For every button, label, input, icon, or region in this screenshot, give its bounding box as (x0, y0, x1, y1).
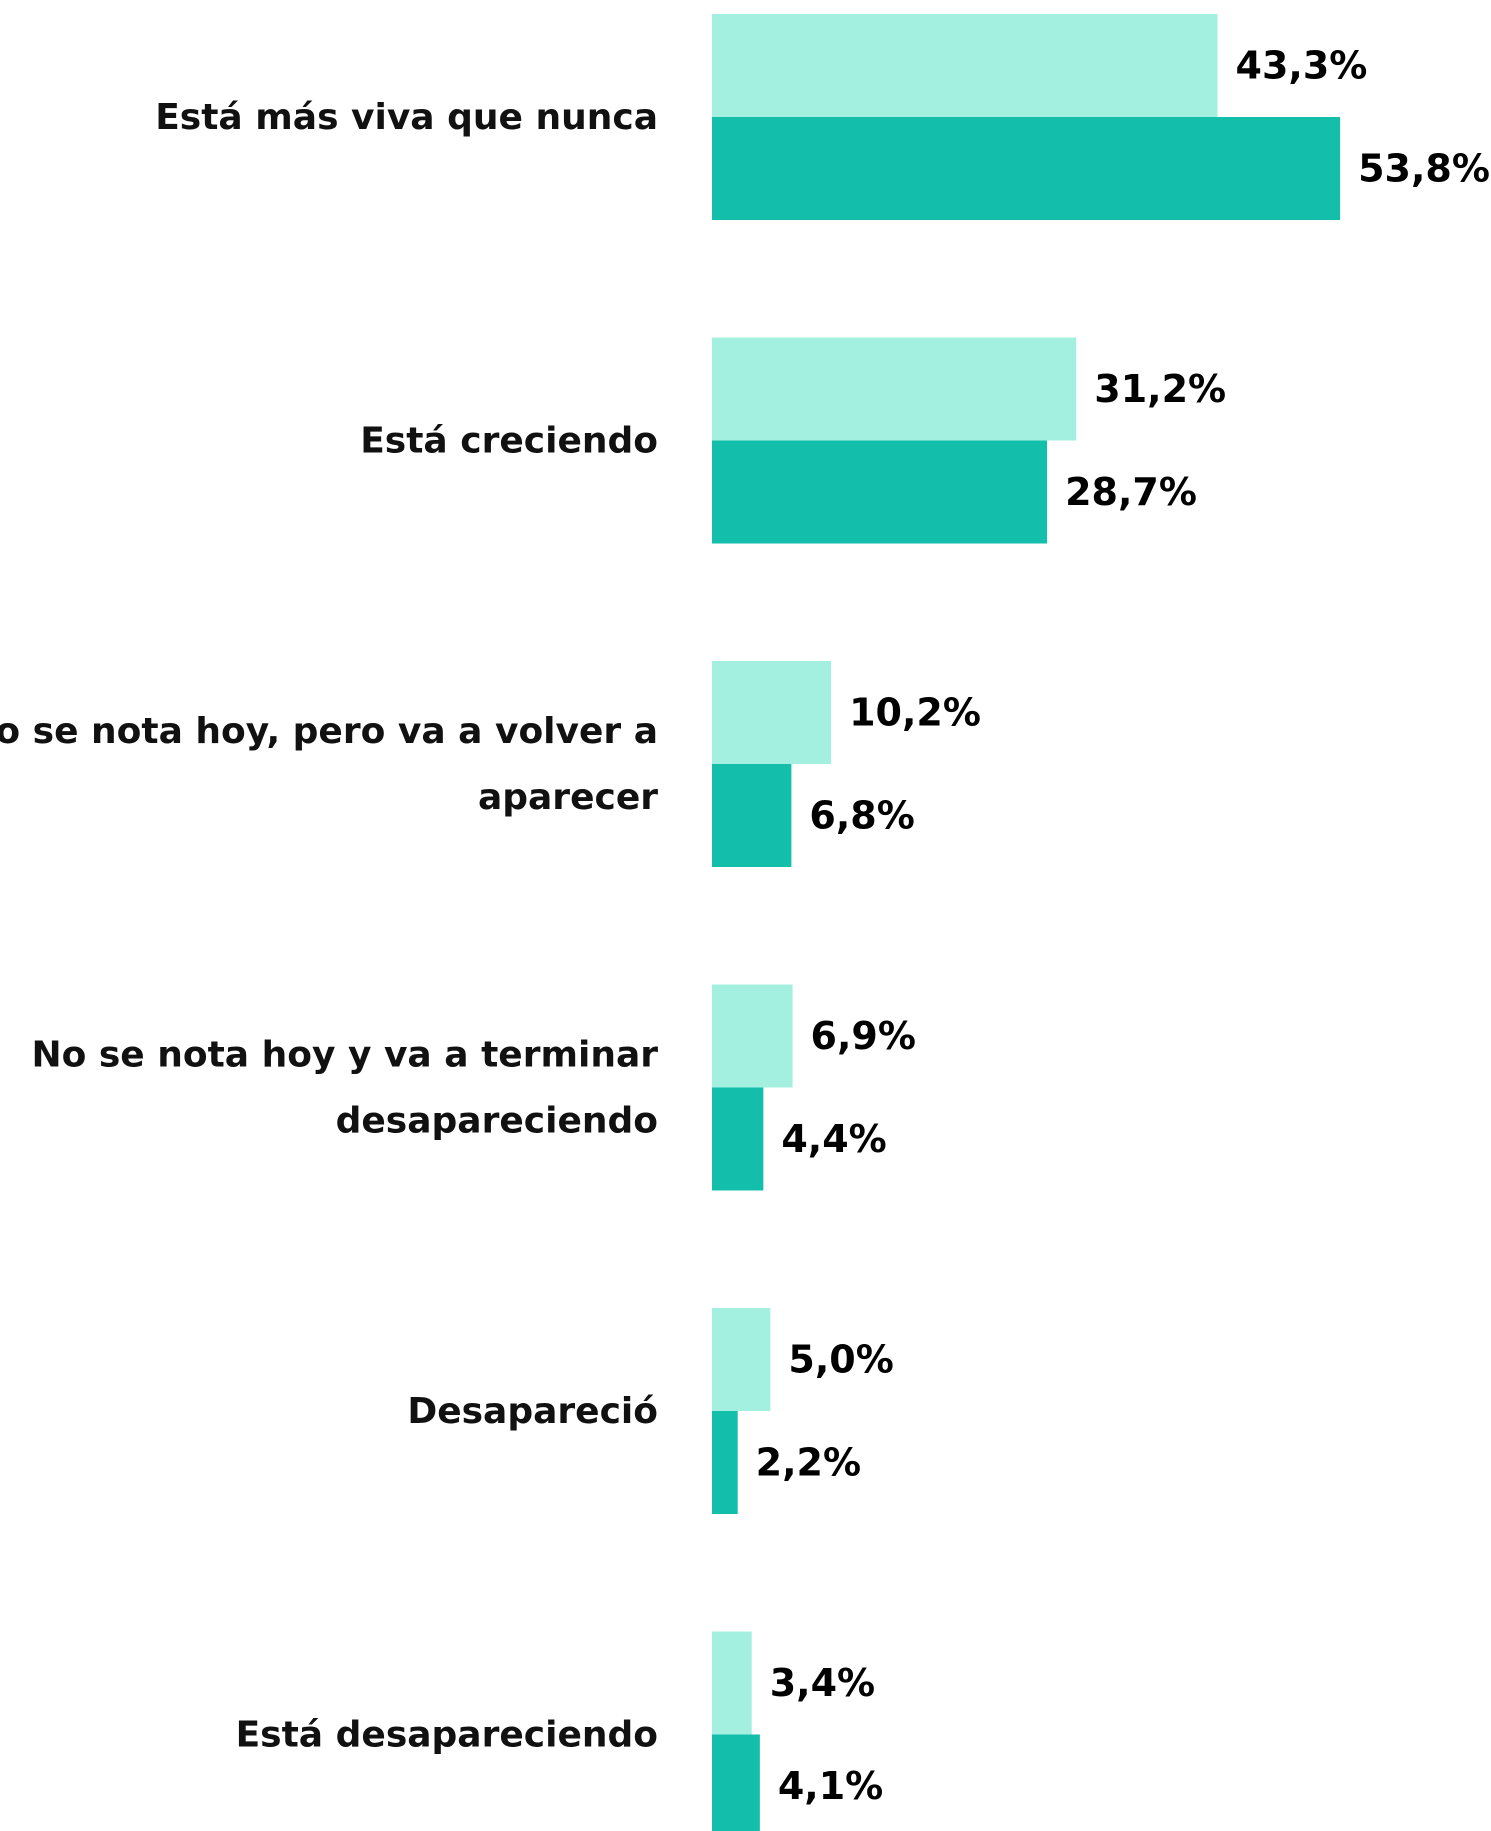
bar-group: No se nota hoy, pero va a volver a aparec… (0, 661, 981, 867)
bar (712, 1411, 738, 1514)
value-label: 3,4% (770, 1661, 875, 1705)
bar (712, 1631, 752, 1735)
bar-group: Desapareció 5,0% 2,2% (407, 1308, 894, 1514)
bar (712, 764, 792, 867)
value-label: 10,2% (849, 691, 981, 735)
bar (712, 440, 1048, 544)
value-label: 43,3% (1236, 44, 1368, 88)
bar (712, 14, 1218, 117)
category-label: Está creciendo (360, 421, 658, 462)
bar-group: Está desapareciendo 3,4% 4,1% (236, 1631, 883, 1831)
value-label: 6,8% (809, 794, 914, 838)
category-label: No se nota hoy y va a terminar (31, 1035, 658, 1076)
bar (712, 337, 1077, 441)
category-label: Está desapareciendo (236, 1715, 658, 1756)
category-label: aparecer (478, 777, 658, 818)
bar (712, 661, 832, 764)
bar (712, 1087, 764, 1191)
value-label: 53,8% (1358, 147, 1490, 191)
value-label: 31,2% (1094, 367, 1226, 411)
value-label: 4,1% (778, 1764, 883, 1808)
category-label: desapareciendo (336, 1101, 658, 1142)
category-label: No se nota hoy, pero va a volver a (0, 711, 658, 752)
category-label: Está más viva que nunca (155, 97, 658, 138)
bar-group: No se nota hoy y va a terminar desapareci… (31, 984, 916, 1191)
bar (712, 1308, 771, 1411)
bar (712, 984, 793, 1088)
value-label: 5,0% (788, 1338, 893, 1382)
bar-group: Está creciendo 31,2% 28,7% (360, 337, 1226, 544)
bar-group: Está más viva que nunca 43,3% 53,8% (155, 14, 1490, 220)
value-label: 6,9% (811, 1014, 916, 1058)
category-label: Desapareció (407, 1391, 658, 1432)
value-label: 28,7% (1065, 470, 1197, 514)
bar (712, 1734, 760, 1831)
bar (712, 117, 1341, 220)
value-label: 2,2% (756, 1441, 861, 1485)
value-label: 4,4% (781, 1117, 886, 1161)
